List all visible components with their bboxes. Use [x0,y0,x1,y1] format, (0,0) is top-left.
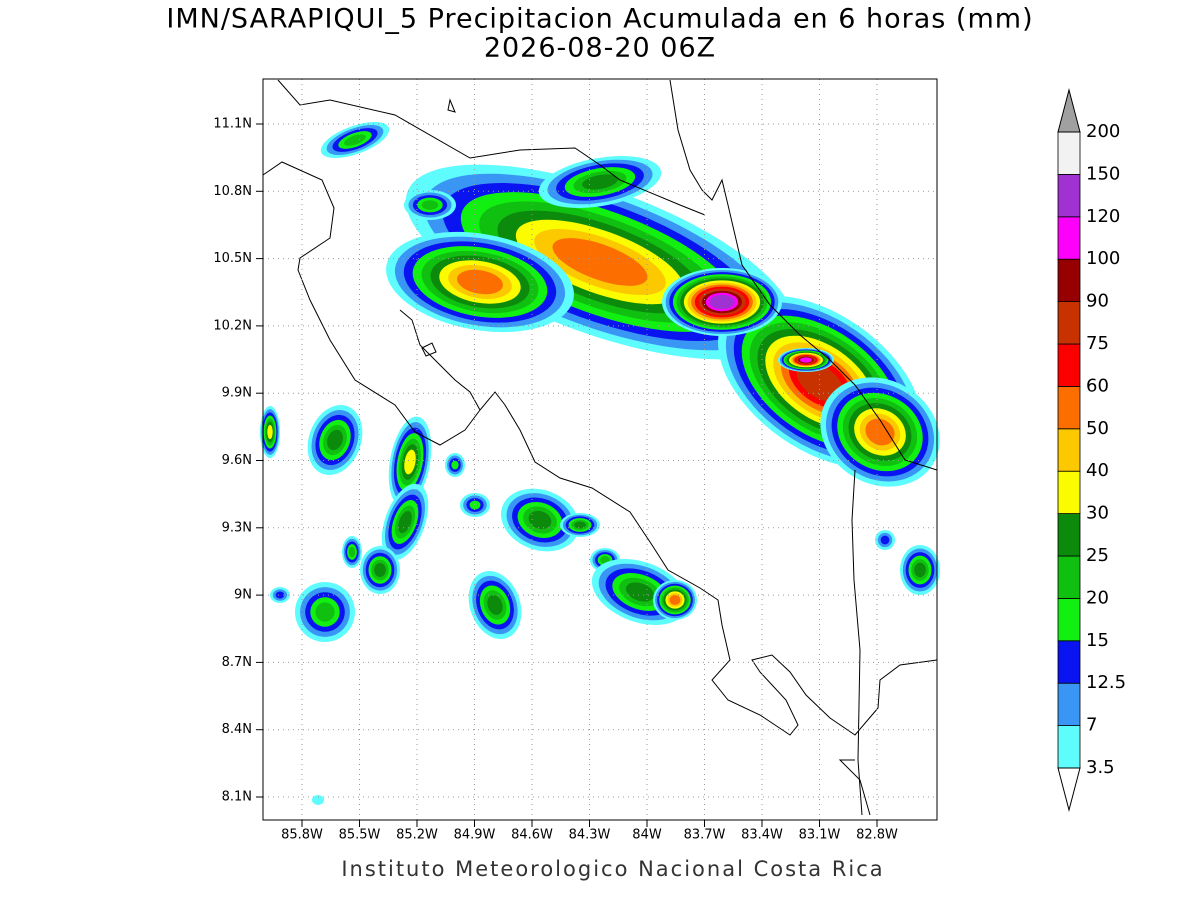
map-frame [262,78,938,821]
precipitation-field [260,121,940,805]
colorbar-label: 90 [1086,291,1109,312]
rain-cell [374,563,386,577]
rain-cell [574,521,586,529]
rain-cell [669,595,681,605]
colorbar-segment [1057,555,1081,599]
rain-cell [625,582,655,602]
colorbar-label: 15 [1086,630,1109,651]
lat-tick-label: 9.3N [222,520,252,535]
lat-tick-label: 9.6N [222,453,252,468]
footer: Instituto Meteorologico Nacional Costa R… [341,857,884,881]
lat-tick-label: 10.8N [213,184,252,199]
lon-tick-label: 83.7W [684,828,726,843]
map-subtitle: 2026-08-20 06Z [484,33,716,64]
map-title: IMN/SARAPIQUI_5 Precipitacion Acumulada … [166,4,1033,35]
colorbar-segment [1057,513,1081,557]
graticule: 11.1N 10.8N 10.5N 10.2N 9.9N 9.6N 9.3N 9N 8.7N 8.… [213,79,937,843]
rain-cell [487,595,503,615]
colorbar-label: 150 [1086,163,1120,184]
colorbar-under [1057,767,1081,812]
rain-cell [709,294,735,310]
colorbar-segment [1057,470,1081,515]
coastlines [262,79,938,816]
rain-cell [582,174,618,190]
colorbar-over [1057,88,1081,133]
colorbar-label: 100 [1086,248,1120,269]
rain-cell [528,510,552,530]
lat-tick-label: 10.5N [213,251,252,266]
lat-tick-label: 8.1N [222,790,252,805]
colorbar-label: 50 [1086,418,1109,439]
colorbar-segment [1057,258,1081,303]
colorbar-segment [1057,428,1081,472]
rain-cell [880,535,890,545]
colorbar-label: 120 [1086,206,1120,227]
lon-tick-label: 84.3W [569,828,611,843]
colorbar-segment [1057,301,1081,345]
lat-tick-label: 8.7N [222,655,252,670]
lat-tick-label: 8.4N [222,722,252,737]
lon-tick-label: 83.4W [741,828,783,843]
lat-tick-label: 11.1N [213,117,252,132]
lon-tick-label: 84W [632,828,662,843]
colorbar-segment [1057,725,1081,769]
rain-cell [275,591,285,599]
colorbar-segment [1057,131,1081,175]
lon-tick-label: 82.8W [856,828,898,843]
colorbar-label: 75 [1086,333,1109,354]
colorbar-label: 3.5 [1086,757,1115,778]
colorbar-segment [1057,173,1081,218]
colorbar-label: 200 [1086,121,1120,142]
rain-cell [451,460,459,470]
colorbar-segment [1057,385,1081,430]
rain-cell [344,134,366,146]
lat-tick-label: 9.9N [222,386,252,401]
lon-tick-label: 84.6W [511,828,553,843]
colorbar-segment [1057,216,1081,260]
colorbar-segment [1057,598,1081,642]
rain-cell [799,357,813,363]
rain-cell [457,269,503,295]
lon-tick-label: 83.1W [799,828,841,843]
rain-cell [914,562,926,578]
rain-cell [327,429,343,451]
colorbar-label: 7 [1086,715,1097,736]
lon-tick-label: 85.2W [396,828,438,843]
colorbar-label: 60 [1086,375,1109,396]
colorbar-label: 20 [1086,587,1109,608]
colorbar-label: 40 [1086,460,1109,481]
lon-tick-label: 85.8W [281,828,323,843]
rain-cell [552,238,648,286]
lat-tick-label: 10.2N [213,318,252,333]
colorbar-label: 12.5 [1086,672,1126,693]
rain-cell [469,500,481,510]
lon-tick-label: 85.5W [339,828,381,843]
rain-cell [312,795,324,805]
rain-cell [315,602,335,622]
rain-cell [404,449,416,475]
rain-cell [348,546,356,558]
colorbar: 3.5 7 12.5 15 20 25 30 40 50 60 75 90 100 120 150 200 [1057,88,1126,812]
colorbar-segment [1057,682,1081,727]
rain-cell [267,424,273,440]
rain-cell [421,200,439,210]
colorbar-segment [1057,343,1081,387]
rain-cell [865,418,895,446]
colorbar-label: 30 [1086,503,1109,524]
rain-cell [796,362,844,402]
lon-tick-label: 84.9W [454,828,496,843]
colorbar-segment [1057,640,1081,684]
colorbar-label: 25 [1086,545,1109,566]
lat-tick-label: 9N [234,588,252,603]
